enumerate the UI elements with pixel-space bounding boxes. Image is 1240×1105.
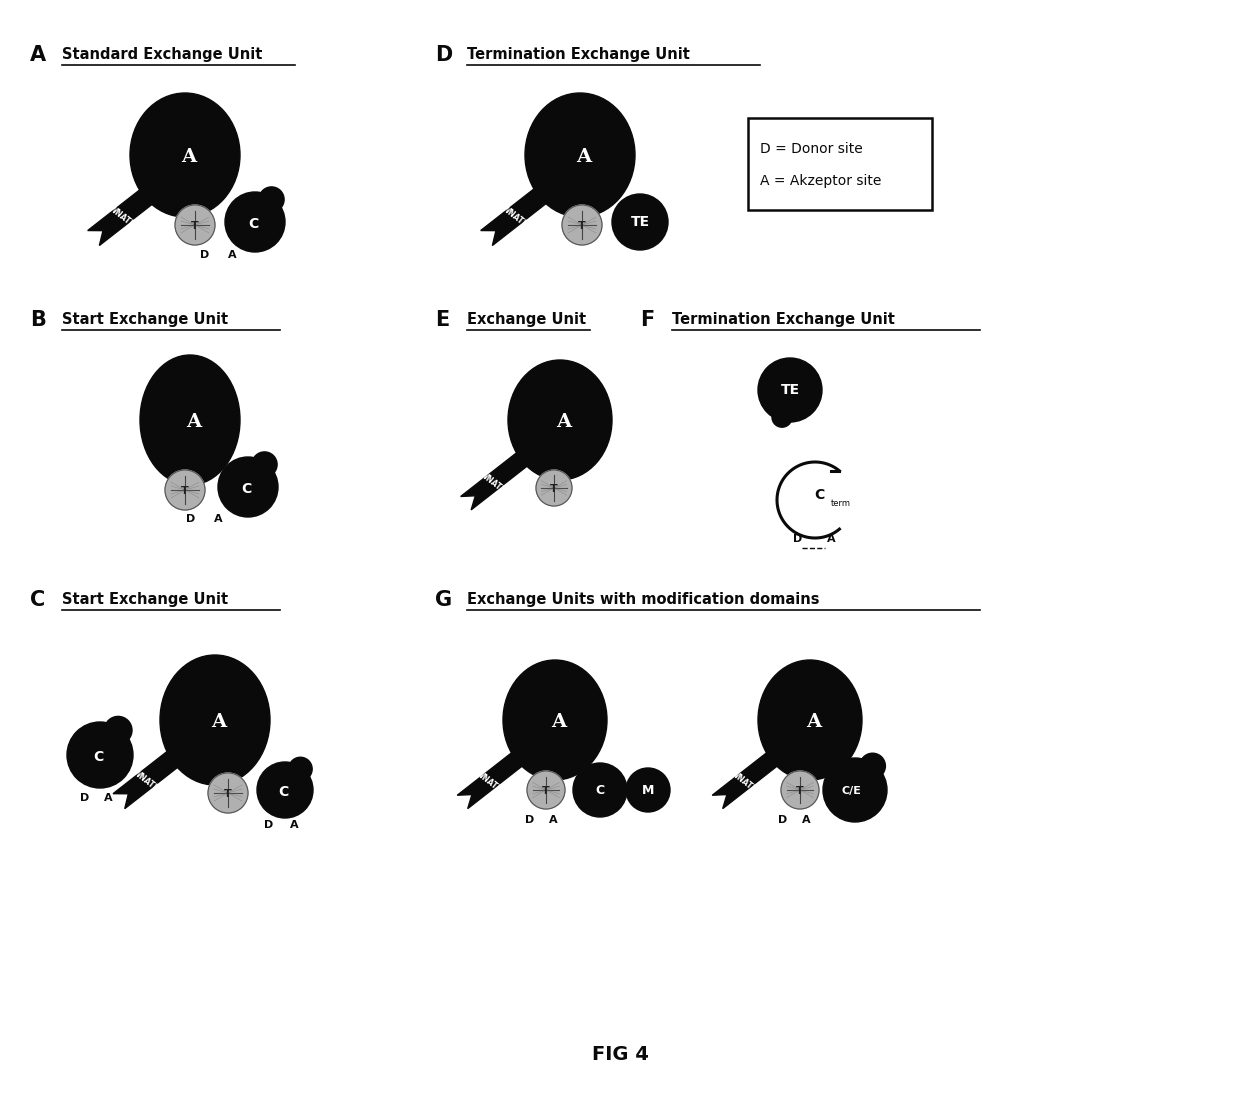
Text: D: D <box>264 820 273 830</box>
Text: D: D <box>525 815 534 825</box>
Text: C: C <box>813 488 825 502</box>
Circle shape <box>573 762 627 817</box>
Text: A: A <box>30 45 46 65</box>
Text: WNATE: WNATE <box>477 470 507 495</box>
Ellipse shape <box>525 93 635 217</box>
Ellipse shape <box>758 660 862 780</box>
Text: T: T <box>542 786 549 796</box>
Text: A = Akzeptor site: A = Akzeptor site <box>760 173 882 188</box>
Text: Termination Exchange Unit: Termination Exchange Unit <box>467 48 689 62</box>
Circle shape <box>257 762 312 818</box>
Text: A: A <box>212 713 227 732</box>
Circle shape <box>536 470 572 506</box>
Ellipse shape <box>130 93 241 217</box>
Text: WNATE: WNATE <box>130 767 160 793</box>
Text: A: A <box>557 413 572 431</box>
Ellipse shape <box>503 660 608 780</box>
FancyBboxPatch shape <box>748 118 932 210</box>
Circle shape <box>562 206 601 245</box>
Text: A: A <box>104 793 113 803</box>
Text: term: term <box>831 499 851 508</box>
Text: T: T <box>224 789 232 799</box>
Text: TE: TE <box>780 383 800 397</box>
Text: WNATE: WNATE <box>500 203 529 230</box>
Text: A: A <box>577 148 591 166</box>
Circle shape <box>758 358 822 422</box>
Circle shape <box>218 457 278 517</box>
Polygon shape <box>481 182 554 245</box>
Text: M: M <box>642 783 655 797</box>
Text: E: E <box>435 311 449 330</box>
Text: T: T <box>191 221 198 231</box>
Text: G: G <box>435 590 453 610</box>
Text: A: A <box>186 413 202 431</box>
Circle shape <box>104 716 131 744</box>
Circle shape <box>781 771 818 809</box>
Polygon shape <box>88 182 161 245</box>
Text: C: C <box>241 482 252 496</box>
Circle shape <box>67 722 133 788</box>
Text: WNATE: WNATE <box>107 203 136 230</box>
Circle shape <box>289 757 312 781</box>
Circle shape <box>626 768 670 812</box>
Text: C: C <box>30 590 45 610</box>
Polygon shape <box>458 750 526 809</box>
Text: C: C <box>278 785 288 799</box>
Text: TE: TE <box>630 215 650 229</box>
Text: D: D <box>186 514 195 524</box>
Text: A: A <box>215 514 223 524</box>
Polygon shape <box>113 747 184 809</box>
Text: C: C <box>93 750 103 764</box>
Text: D: D <box>435 45 453 65</box>
Text: A: A <box>552 713 567 732</box>
Circle shape <box>823 758 887 822</box>
Text: Exchange Units with modification domains: Exchange Units with modification domains <box>467 592 820 607</box>
Text: WNATE: WNATE <box>474 769 503 794</box>
Circle shape <box>165 470 205 511</box>
Text: Exchange Unit: Exchange Unit <box>467 312 587 327</box>
Circle shape <box>175 206 215 245</box>
Ellipse shape <box>508 360 613 480</box>
Text: B: B <box>30 311 46 330</box>
Text: T: T <box>796 786 804 796</box>
Text: A: A <box>802 815 811 825</box>
Text: Standard Exchange Unit: Standard Exchange Unit <box>62 48 263 62</box>
Polygon shape <box>712 750 780 809</box>
Text: A: A <box>827 534 836 544</box>
Ellipse shape <box>140 355 241 485</box>
Text: D: D <box>777 815 787 825</box>
Text: T: T <box>181 486 188 496</box>
Text: A: A <box>549 815 558 825</box>
Text: FIG 4: FIG 4 <box>591 1045 649 1064</box>
Circle shape <box>773 408 792 428</box>
Text: A: A <box>290 820 299 830</box>
Text: D: D <box>794 534 802 544</box>
Text: Start Exchange Unit: Start Exchange Unit <box>62 592 228 607</box>
Circle shape <box>859 754 885 779</box>
Text: D = Donor site: D = Donor site <box>760 143 863 156</box>
Text: T: T <box>578 221 585 231</box>
Text: WNATE: WNATE <box>728 769 758 794</box>
Polygon shape <box>461 451 531 509</box>
Ellipse shape <box>160 655 270 785</box>
Circle shape <box>259 187 284 212</box>
Text: C: C <box>248 217 258 231</box>
Circle shape <box>208 774 248 813</box>
Circle shape <box>252 452 277 477</box>
Text: C/E: C/E <box>841 786 861 796</box>
Circle shape <box>527 771 565 809</box>
Text: Termination Exchange Unit: Termination Exchange Unit <box>672 312 895 327</box>
Circle shape <box>224 192 285 252</box>
Text: D: D <box>200 250 210 260</box>
Text: A: A <box>228 250 237 260</box>
Text: Start Exchange Unit: Start Exchange Unit <box>62 312 228 327</box>
Text: C: C <box>595 783 605 797</box>
Circle shape <box>613 194 668 250</box>
Text: F: F <box>640 311 655 330</box>
Text: T: T <box>551 484 558 494</box>
Text: A: A <box>806 713 822 732</box>
Text: A: A <box>181 148 197 166</box>
Text: D: D <box>81 793 89 803</box>
